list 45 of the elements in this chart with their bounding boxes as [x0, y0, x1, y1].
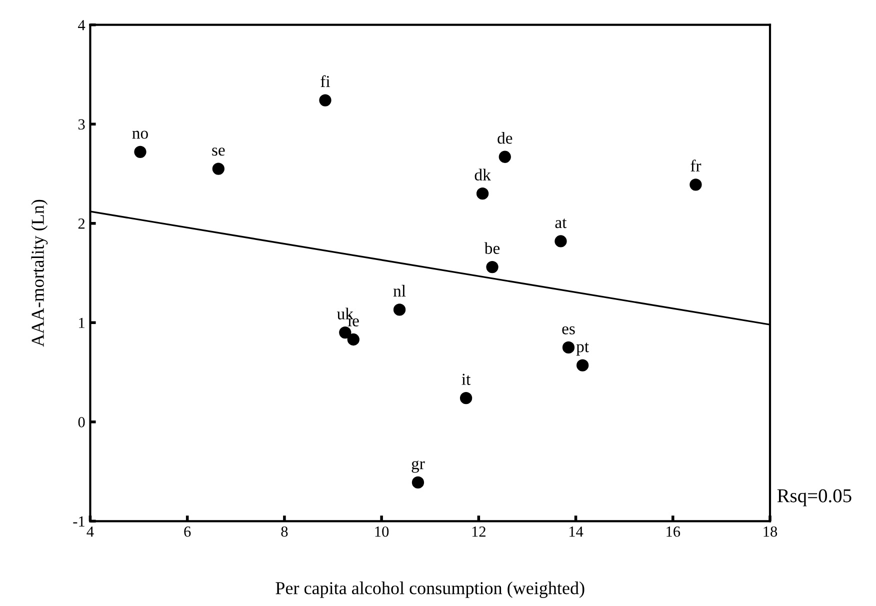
point: [562, 341, 575, 354]
y-tick-label: 2: [78, 218, 85, 229]
point: [476, 188, 489, 200]
point: [347, 333, 360, 346]
x-tick-label: 12: [472, 526, 486, 537]
annotation: de: [498, 132, 512, 144]
point: [498, 150, 511, 163]
point: [412, 476, 424, 489]
annotation: es: [562, 326, 575, 334]
y-tick-label: 4: [78, 20, 86, 30]
x-tick-label: 6: [184, 526, 191, 537]
point: [319, 94, 332, 106]
point: [576, 359, 589, 372]
y-tick-label: 0: [78, 417, 85, 428]
x-axis-title: Per capita alcohol consumption (weighted): [276, 582, 584, 598]
annotation: fi: [320, 75, 330, 88]
point: [690, 178, 702, 191]
point: [393, 304, 406, 316]
annotation: se: [212, 148, 225, 156]
annotation: nl: [393, 284, 406, 296]
annotation: at: [555, 218, 567, 228]
text: Rsq=0.05: [777, 489, 852, 506]
x-tick-label: 4: [86, 526, 94, 537]
y-tick-label: -1: [73, 516, 84, 526]
x-tick-label: 16: [666, 526, 680, 537]
point: [339, 326, 352, 339]
x-tick-label: 8: [281, 526, 288, 537]
point: [460, 392, 472, 404]
x-tick-label: 10: [375, 526, 389, 537]
y-axis-title: AAA-mortality (Ln): [31, 200, 48, 347]
annotation: gr: [412, 460, 425, 473]
point: [486, 260, 498, 274]
annotation: pt: [576, 342, 589, 356]
annotation: no: [132, 130, 148, 139]
point: [212, 162, 224, 175]
annotation: dk: [474, 168, 491, 180]
x-tick-label: 14: [569, 526, 584, 537]
y-tick-label: 3: [78, 119, 85, 130]
annotation: fr: [690, 160, 702, 172]
point: [134, 146, 146, 158]
annotation: it: [462, 374, 471, 385]
point: [554, 235, 567, 248]
x-tick-label: 18: [764, 526, 778, 537]
y-tick-label: 1: [79, 318, 84, 328]
annotation: be: [484, 242, 500, 254]
